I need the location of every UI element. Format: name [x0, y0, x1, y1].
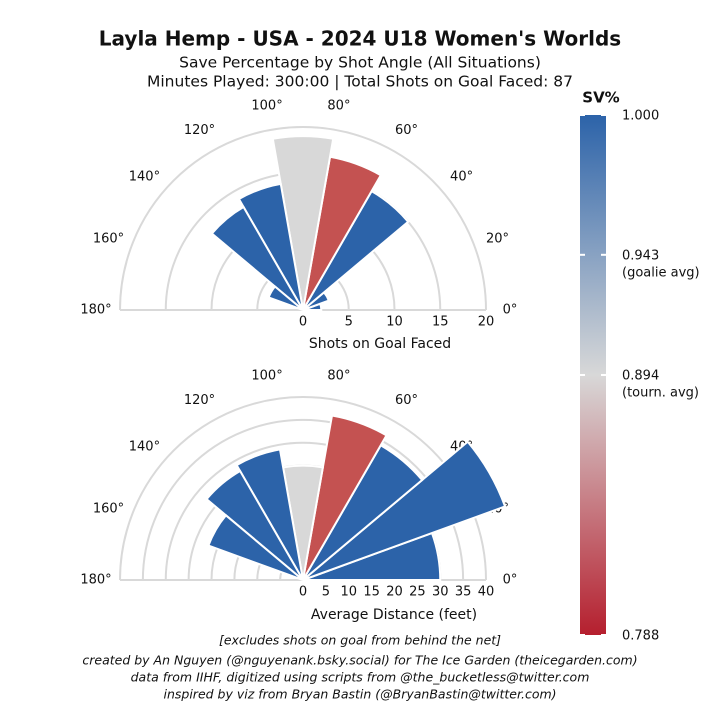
wedge: [235, 448, 304, 581]
angle-tick-label: 180°: [80, 573, 111, 588]
axis-label: Shots on Goal Faced: [309, 336, 451, 352]
r-tick-label: 15: [432, 315, 449, 330]
r-tick-label: 40: [478, 585, 495, 600]
angle-tick-label: 100°: [251, 99, 282, 114]
colorbar-title: SV%: [582, 89, 619, 107]
r-tick-label: 15: [363, 585, 380, 600]
r-tick-label: 20: [478, 315, 495, 330]
chart-title: Layla Hemp - USA - 2024 U18 Women's Worl…: [99, 27, 621, 51]
wedge: [302, 440, 507, 581]
r-tick-label: 0: [299, 585, 307, 600]
angle-tick-label: 140°: [129, 439, 160, 454]
angle-tick-label: 40°: [450, 169, 473, 184]
r-tick-label: 30: [432, 585, 449, 600]
angle-tick-label: 160°: [93, 502, 124, 517]
angle-tick-label: 20°: [486, 232, 509, 247]
colorbar-sublabel: (tourn. avg): [622, 386, 699, 401]
angle-tick-label: 80°: [327, 99, 350, 114]
wedge: [271, 135, 335, 311]
angle-tick-label: 120°: [184, 393, 215, 408]
colorbar-sublabel: (goalie avg): [622, 265, 700, 280]
angle-tick-label: 80°: [327, 369, 350, 384]
colorbar-label: 0.788: [622, 629, 659, 644]
subtitle: Minutes Played: 300:00 | Total Shots on …: [147, 73, 573, 91]
angle-tick-label: 60°: [395, 393, 418, 408]
r-tick-label: 0: [299, 315, 307, 330]
footer: [excludes shots on goal from behind the …: [219, 633, 501, 648]
subtitle: Save Percentage by Shot Angle (All Situa…: [179, 54, 541, 72]
wedge: [207, 513, 304, 581]
angle-tick-label: 0°: [503, 303, 518, 318]
r-tick-label: 25: [409, 585, 426, 600]
angle-tick-label: 100°: [251, 369, 282, 384]
angle-tick-label: 0°: [503, 573, 518, 588]
r-tick-label: 35: [455, 585, 472, 600]
r-tick-label: 5: [345, 315, 353, 330]
wedge: [267, 285, 304, 311]
axis-label: Average Distance (feet): [311, 607, 477, 623]
r-tick-label: 20: [386, 585, 403, 600]
grid-arc: [119, 126, 487, 311]
r-tick-label: 10: [340, 585, 357, 600]
r-tick-label: 10: [386, 315, 403, 330]
wedge: [237, 182, 304, 311]
footer: inspired by viz from Bryan Bastin (@Brya…: [163, 687, 556, 702]
r-tick-label: 5: [322, 585, 330, 600]
angle-tick-label: 160°: [93, 232, 124, 247]
wedge: [210, 205, 304, 311]
wedge: [302, 414, 388, 581]
angle-tick-label: 120°: [184, 123, 215, 138]
colorbar-label: 0.943: [622, 248, 659, 263]
angle-tick-label: 140°: [129, 169, 160, 184]
footer: data from IIHF, digitized using scripts …: [131, 670, 590, 685]
colorbar-label: 1.000: [622, 109, 659, 124]
colorbar-label: 0.894: [622, 369, 659, 384]
angle-tick-label: 60°: [395, 123, 418, 138]
angle-tick-label: 180°: [80, 303, 111, 318]
wedge: [205, 469, 304, 581]
footer: created by An Nguyen (@nguyenank.bsky.so…: [82, 653, 637, 668]
